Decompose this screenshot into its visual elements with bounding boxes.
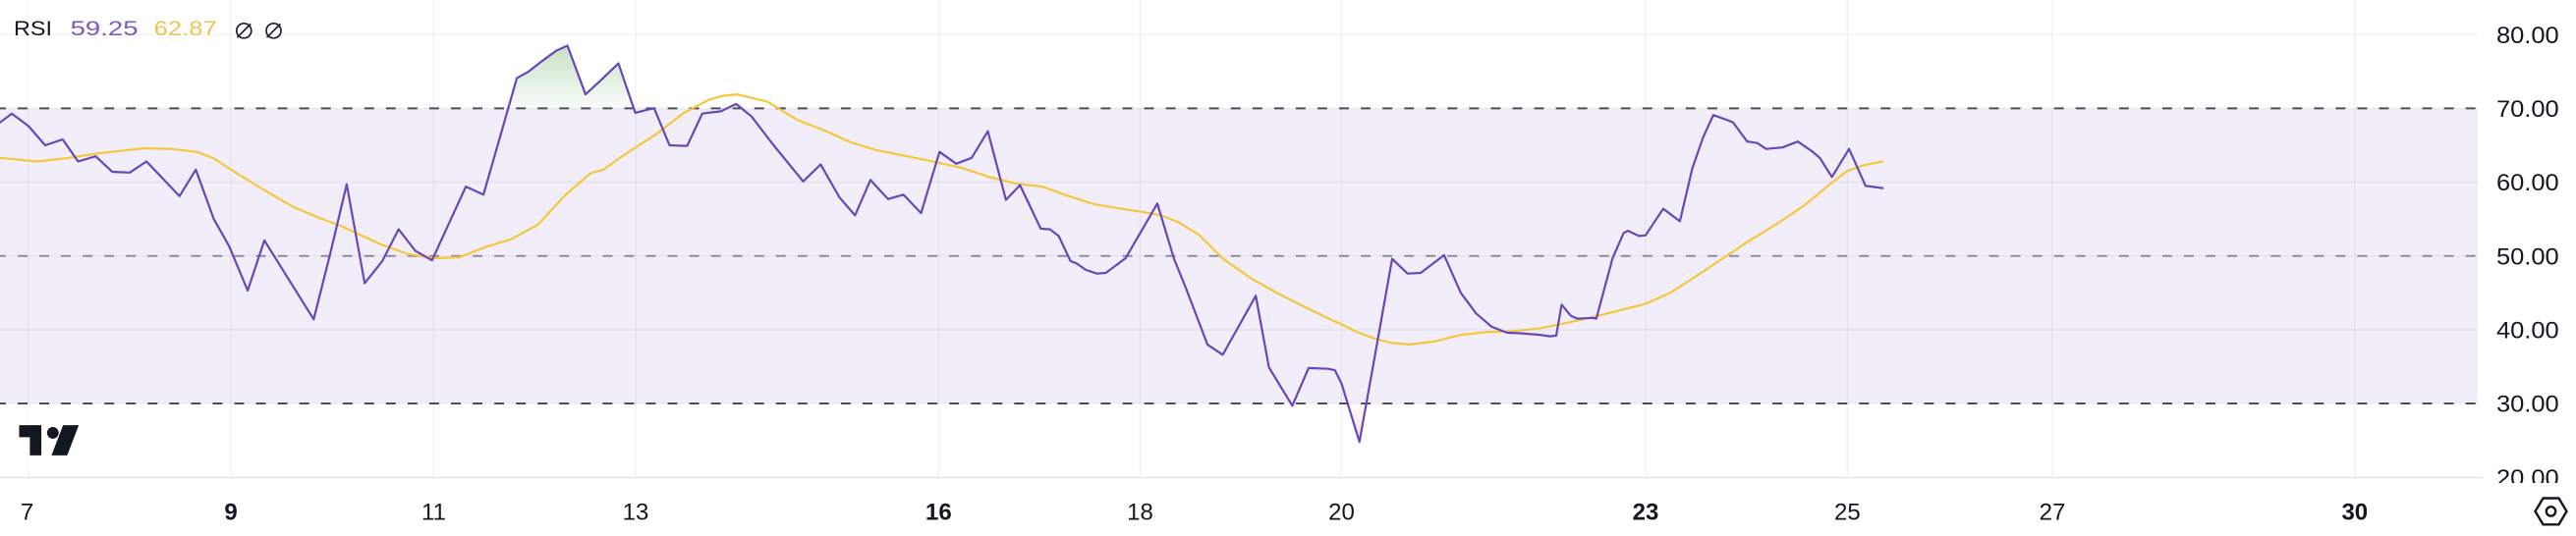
svg-text:60.00: 60.00 bbox=[2496, 170, 2559, 196]
svg-text:20.00: 20.00 bbox=[2496, 465, 2559, 492]
svg-text:7: 7 bbox=[21, 500, 33, 526]
svg-text:11: 11 bbox=[421, 500, 446, 526]
svg-text:80.00: 80.00 bbox=[2496, 23, 2559, 49]
svg-text:70.00: 70.00 bbox=[2496, 96, 2559, 123]
svg-text:25: 25 bbox=[1834, 500, 1861, 526]
svg-text:62.87: 62.87 bbox=[154, 18, 217, 40]
svg-text:23: 23 bbox=[1633, 500, 1659, 526]
svg-text:27: 27 bbox=[2040, 500, 2066, 526]
svg-text:9: 9 bbox=[224, 500, 237, 526]
svg-text:18: 18 bbox=[1127, 500, 1153, 526]
svg-text:20: 20 bbox=[1328, 500, 1355, 526]
svg-text:RSI: RSI bbox=[14, 18, 52, 40]
svg-text:30.00: 30.00 bbox=[2496, 392, 2559, 418]
svg-text:50.00: 50.00 bbox=[2496, 243, 2559, 270]
svg-text:13: 13 bbox=[623, 500, 649, 526]
svg-text:40.00: 40.00 bbox=[2496, 318, 2559, 345]
svg-text:30: 30 bbox=[2341, 500, 2368, 526]
svg-text:59.25: 59.25 bbox=[71, 18, 139, 40]
svg-text:16: 16 bbox=[925, 500, 952, 526]
